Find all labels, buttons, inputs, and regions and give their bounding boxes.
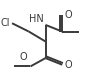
Text: HN: HN <box>29 14 44 24</box>
Text: O: O <box>65 10 72 20</box>
Text: O: O <box>65 60 72 70</box>
Text: Cl: Cl <box>1 18 10 28</box>
Text: O: O <box>19 52 27 62</box>
